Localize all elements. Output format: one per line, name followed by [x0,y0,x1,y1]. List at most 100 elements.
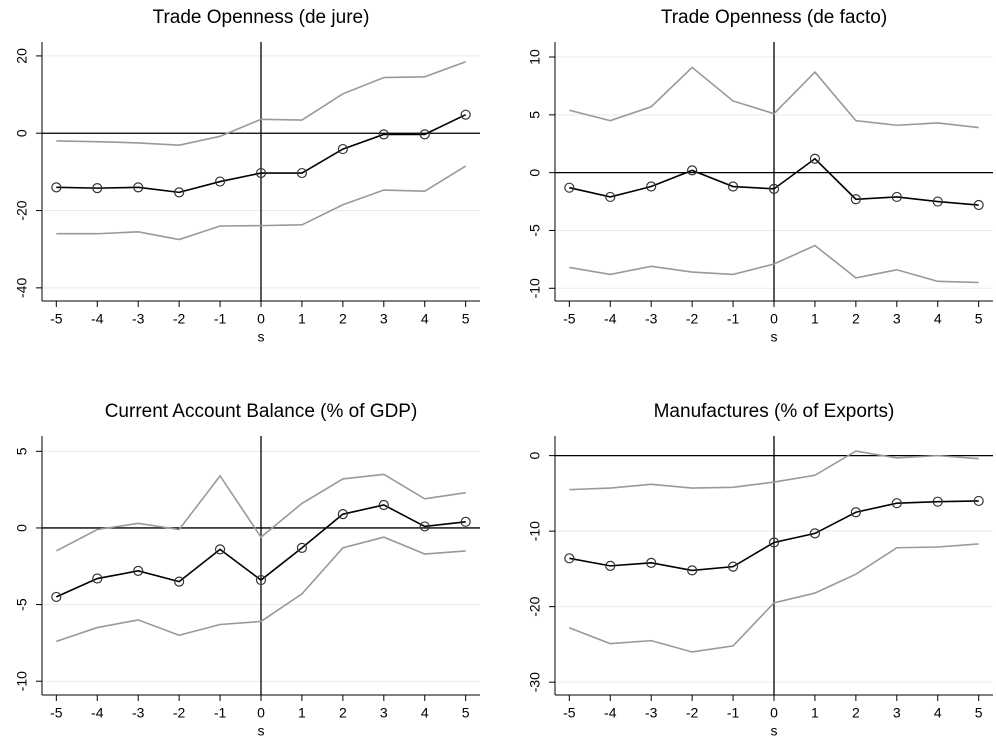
point-marker [378,499,389,511]
x-tick-label: 0 [257,705,265,721]
point-marker [51,591,62,603]
series-line [569,500,979,572]
series-line [569,543,979,653]
x-tick-label: -4 [604,311,617,327]
point-marker [809,153,821,164]
point-marker [174,187,185,198]
series-line [56,60,466,147]
point-marker [564,553,575,564]
x-tick-label: -5 [50,311,63,327]
x-tick-label: -4 [91,705,104,721]
y-tick-label: 5 [527,111,543,119]
point-marker [605,191,616,203]
x-tick-label: 4 [934,705,942,721]
x-tick-label: -2 [173,705,186,721]
point-marker [891,498,902,509]
point-marker [768,183,780,194]
x-axis-label: s [258,329,265,345]
series-line [55,473,466,552]
point-marker [296,167,308,179]
x-tick-label: -3 [132,311,145,327]
point-marker [133,182,144,193]
x-tick-label: 5 [462,311,470,327]
x-tick-label: 2 [852,705,860,721]
point-marker [973,199,984,211]
y-tick-label: -20 [527,596,543,616]
x-axis-label: s [258,723,265,739]
point-marker [133,565,144,576]
point-marker [646,557,657,568]
point-marker [850,194,861,205]
x-tick-label: 0 [770,705,778,721]
point-marker [687,565,698,576]
x-axis-label: s [771,723,778,739]
point-marker [378,129,389,140]
x-tick-label: -2 [686,705,699,721]
point-marker [605,560,616,571]
series-line [56,113,467,194]
x-tick-label: 5 [975,311,983,327]
x-tick-label: 1 [811,311,819,327]
x-tick-label: 1 [811,705,819,721]
x-tick-label: 2 [339,705,347,721]
x-tick-label: -2 [173,311,186,327]
point-marker [460,109,471,120]
point-marker [646,181,657,192]
x-tick-label: 3 [380,311,388,327]
point-marker [768,537,780,548]
x-tick-label: 2 [852,311,860,327]
y-tick-label: 5 [14,447,30,455]
x-tick-label: -1 [727,311,740,327]
x-tick-label: -4 [604,705,617,721]
y-tick-label: 20 [14,48,30,64]
series-line [569,450,979,491]
point-marker [460,516,471,527]
point-marker [214,176,226,187]
point-marker [809,528,821,539]
chart-title: Trade Openness (de jure) [153,7,370,28]
x-tick-label: -5 [563,705,576,721]
point-marker [255,574,267,586]
y-tick-label: -30 [527,672,543,692]
point-marker [932,496,943,507]
point-marker [174,576,185,587]
x-tick-label: 3 [893,705,901,721]
point-marker [973,495,984,507]
series-line [56,536,466,643]
y-tick-label: -40 [14,278,30,298]
point-marker [214,544,226,555]
y-tick-label: -10 [527,278,543,298]
x-tick-label: -1 [214,705,227,721]
point-marker [337,509,348,520]
point-marker [51,182,62,193]
point-marker [891,191,902,203]
y-tick-label: -5 [14,598,30,611]
point-marker [850,507,861,518]
y-tick-label: -20 [14,200,30,220]
series-line [569,244,979,284]
x-tick-label: -5 [50,705,63,721]
point-marker [92,573,103,584]
y-tick-label: -10 [527,521,543,541]
x-tick-label: 2 [339,311,347,327]
x-tick-label: 4 [421,311,429,327]
chart-title: Trade Openness (de facto) [661,7,887,28]
point-marker [419,521,430,532]
x-tick-label: -2 [686,311,699,327]
series-line [55,504,466,598]
x-tick-label: 1 [298,705,306,721]
x-axis-label: s [771,329,778,345]
point-marker [92,183,103,194]
point-marker [727,561,739,572]
y-tick-label: -5 [527,224,543,237]
x-tick-label: 0 [770,311,778,327]
y-tick-label: 0 [14,129,30,137]
series-line [569,157,979,206]
point-marker [419,129,430,140]
x-tick-label: -1 [214,311,227,327]
x-tick-label: -1 [727,705,740,721]
x-tick-label: 1 [298,311,306,327]
x-tick-label: 5 [462,705,470,721]
y-tick-label: 10 [527,49,543,65]
